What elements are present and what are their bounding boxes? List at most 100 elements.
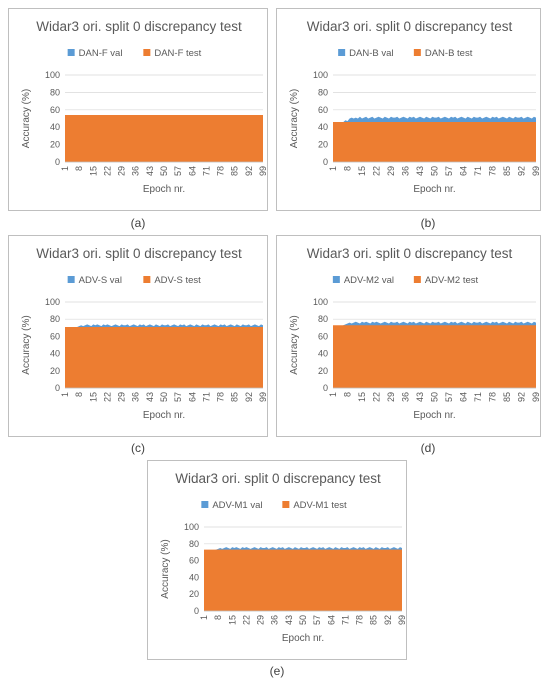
x-tick-label: 78 bbox=[488, 392, 498, 402]
x-tick-label: 15 bbox=[88, 392, 98, 402]
y-tick-label: 0 bbox=[323, 157, 328, 167]
x-tick-label: 22 bbox=[102, 392, 112, 402]
x-tick-label: 50 bbox=[159, 166, 169, 176]
x-tick-label: 36 bbox=[401, 392, 411, 402]
x-tick-label: 57 bbox=[312, 615, 322, 625]
x-tick-label: 50 bbox=[430, 166, 440, 176]
y-tick-label: 60 bbox=[318, 331, 328, 341]
caption-e: (e) bbox=[269, 664, 285, 678]
x-tick-label: 22 bbox=[241, 615, 251, 625]
x-tick-label: 92 bbox=[244, 166, 254, 176]
x-tick-label: 8 bbox=[343, 166, 353, 171]
legend-label-val: ADV-M2 val bbox=[344, 275, 394, 286]
x-tick-label: 92 bbox=[244, 392, 254, 402]
chart-svg-a: Widar3 ori. split 0 discrepancy test DAN-… bbox=[21, 19, 268, 195]
x-tick-label: 36 bbox=[401, 166, 411, 176]
legend-label-val: DAN-F val bbox=[79, 48, 123, 59]
legend-swatch-val bbox=[332, 276, 340, 283]
x-tick-label: 78 bbox=[488, 166, 498, 176]
x-tick-label: 50 bbox=[298, 615, 308, 625]
caption-d: (d) bbox=[420, 441, 436, 455]
legend-label-val: ADV-M1 val bbox=[212, 500, 262, 511]
x-tick-label: 71 bbox=[473, 392, 483, 402]
y-tick-label: 60 bbox=[50, 105, 60, 115]
x-tick-label: 8 bbox=[213, 615, 223, 620]
y-tick-label: 20 bbox=[318, 140, 328, 150]
x-tick-label: 71 bbox=[201, 392, 211, 402]
y-axis-title: Accuracy (%) bbox=[289, 89, 300, 148]
x-tick-label: 22 bbox=[102, 166, 112, 176]
y-tick-label: 40 bbox=[189, 572, 199, 582]
y-tick-label: 0 bbox=[55, 157, 60, 167]
legend-label-test: DAN-B test bbox=[425, 48, 473, 59]
x-tick-label: 85 bbox=[502, 392, 512, 402]
legend-swatch-test bbox=[143, 276, 151, 283]
y-tick-label: 100 bbox=[45, 70, 60, 80]
x-tick-label: 57 bbox=[173, 166, 183, 176]
caption-a: (a) bbox=[130, 216, 146, 230]
y-tick-label: 60 bbox=[318, 105, 328, 115]
chart-svg-c: Widar3 ori. split 0 discrepancy test ADV-… bbox=[21, 246, 268, 421]
y-tick-label: 80 bbox=[189, 539, 199, 549]
x-axis-title: Epoch nr. bbox=[143, 410, 185, 421]
x-axis-title: Epoch nr. bbox=[413, 184, 455, 195]
x-tick-label: 78 bbox=[216, 166, 226, 176]
y-tick-label: 40 bbox=[318, 349, 328, 359]
y-tick-label: 40 bbox=[50, 349, 60, 359]
x-tick-label: 57 bbox=[444, 392, 454, 402]
x-axis-title: Epoch nr. bbox=[413, 410, 455, 421]
area-series-test bbox=[333, 121, 536, 162]
x-tick-label: 92 bbox=[517, 166, 527, 176]
y-tick-label: 60 bbox=[189, 556, 199, 566]
y-axis-title: Accuracy (%) bbox=[21, 315, 32, 374]
x-tick-label: 43 bbox=[145, 392, 155, 402]
y-tick-label: 60 bbox=[50, 331, 60, 341]
chart-svg-e: Widar3 ori. split 0 discrepancy test ADV-… bbox=[160, 471, 407, 644]
legend-label-val: ADV-S val bbox=[79, 275, 122, 286]
y-tick-label: 100 bbox=[184, 522, 199, 532]
x-axis-title: Epoch nr. bbox=[282, 633, 324, 644]
chart-panel-e: Widar3 ori. split 0 discrepancy test ADV-… bbox=[147, 460, 407, 660]
x-tick-label: 43 bbox=[145, 166, 155, 176]
x-tick-label: 99 bbox=[531, 166, 541, 176]
y-tick-label: 40 bbox=[50, 122, 60, 132]
x-tick-label: 8 bbox=[74, 392, 84, 397]
x-tick-label: 15 bbox=[88, 166, 98, 176]
y-tick-label: 100 bbox=[313, 70, 328, 80]
legend-label-test: ADV-M1 test bbox=[293, 500, 347, 511]
x-tick-label: 50 bbox=[159, 392, 169, 402]
x-tick-label: 8 bbox=[343, 392, 353, 397]
y-axis-title: Accuracy (%) bbox=[160, 539, 171, 598]
x-tick-label: 71 bbox=[340, 615, 350, 625]
x-tick-label: 71 bbox=[201, 166, 211, 176]
y-tick-label: 40 bbox=[318, 122, 328, 132]
y-tick-label: 20 bbox=[189, 589, 199, 599]
area-series-test bbox=[65, 115, 263, 162]
y-tick-label: 20 bbox=[50, 366, 60, 376]
x-tick-label: 64 bbox=[187, 166, 197, 176]
legend-swatch-val bbox=[338, 49, 346, 56]
chart-panel-c: Widar3 ori. split 0 discrepancy test ADV-… bbox=[8, 235, 268, 437]
y-tick-label: 20 bbox=[50, 140, 60, 150]
x-tick-label: 22 bbox=[372, 166, 382, 176]
chart-title: Widar3 ori. split 0 discrepancy test bbox=[307, 19, 513, 34]
chart-title: Widar3 ori. split 0 discrepancy test bbox=[36, 19, 242, 34]
caption-c: (c) bbox=[131, 441, 145, 455]
x-tick-label: 99 bbox=[397, 615, 407, 625]
y-tick-label: 80 bbox=[318, 314, 328, 324]
x-axis-title: Epoch nr. bbox=[143, 184, 185, 195]
chart-panel-a: Widar3 ori. split 0 discrepancy test DAN-… bbox=[8, 8, 268, 211]
x-tick-label: 43 bbox=[415, 166, 425, 176]
x-tick-label: 78 bbox=[216, 392, 226, 402]
y-tick-label: 20 bbox=[318, 366, 328, 376]
x-tick-label: 50 bbox=[430, 392, 440, 402]
x-tick-label: 15 bbox=[357, 166, 367, 176]
legend-swatch-val bbox=[67, 276, 75, 283]
x-tick-label: 99 bbox=[258, 166, 268, 176]
x-tick-label: 57 bbox=[173, 392, 183, 402]
x-tick-label: 92 bbox=[383, 615, 393, 625]
y-axis-title: Accuracy (%) bbox=[289, 315, 300, 374]
x-tick-label: 15 bbox=[227, 615, 237, 625]
legend-swatch-test bbox=[282, 501, 290, 508]
x-tick-label: 57 bbox=[444, 166, 454, 176]
